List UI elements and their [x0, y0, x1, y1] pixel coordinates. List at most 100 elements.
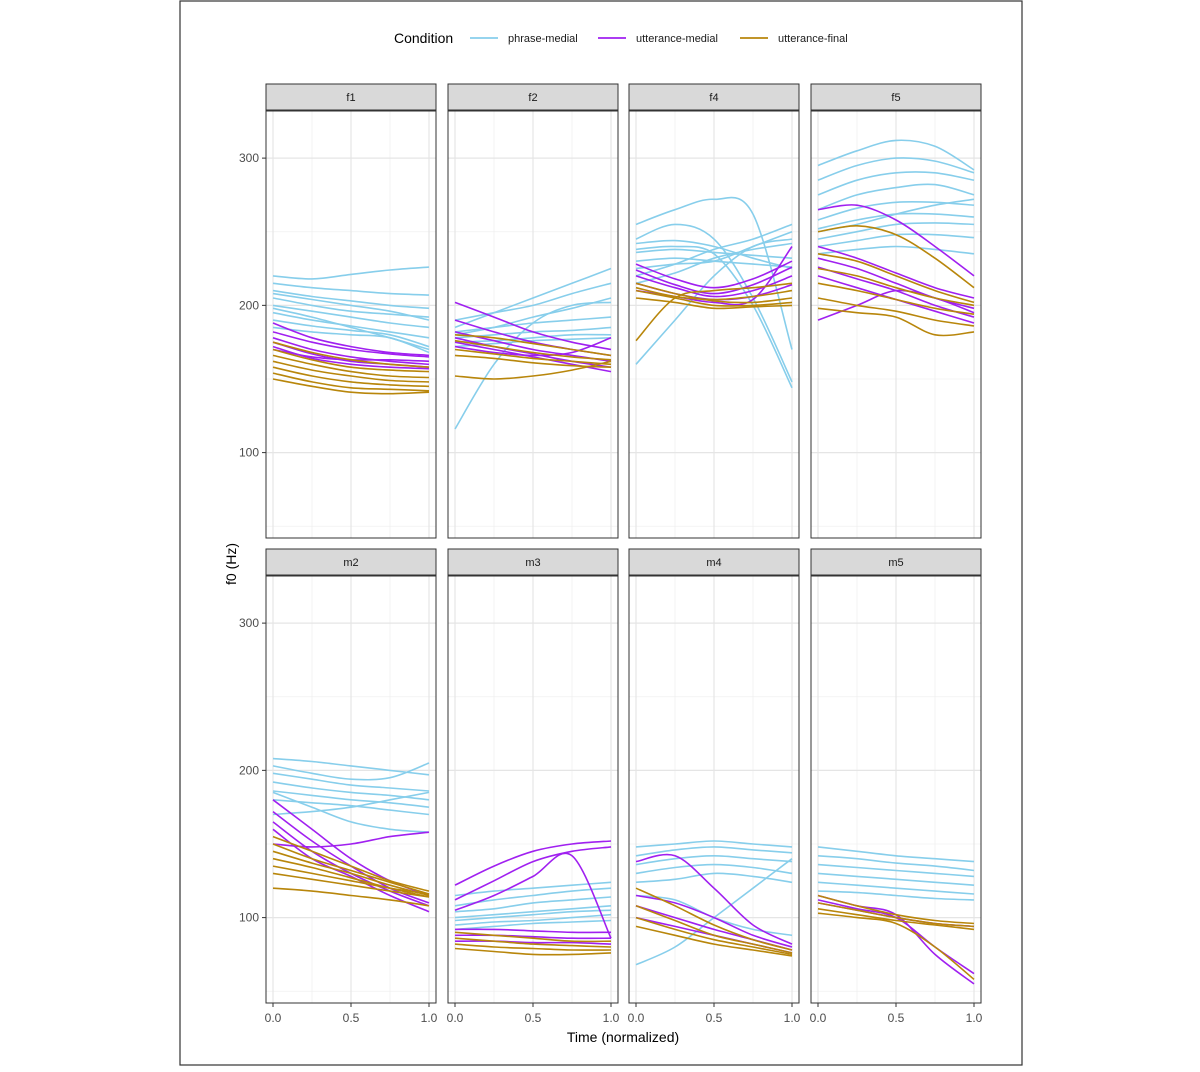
facet-strip-label: f2 [528, 92, 537, 104]
series-line-phrase-medial [817, 890, 975, 901]
series-lines [454, 267, 612, 430]
x-tick-label: 0.5 [343, 1011, 360, 1025]
series-line-utterance-final [272, 378, 430, 395]
panel-border [265, 110, 437, 539]
series-line-utterance-medial [817, 289, 975, 321]
series-line-utterance-final [454, 339, 612, 361]
facet-panel-m4: m4 0.0 0.5 1.0 [628, 548, 801, 1025]
series-line-phrase-medial [454, 909, 612, 922]
legend-label-utterance-medial: utterance-medial [636, 33, 718, 45]
facet-strip-label: m4 [706, 557, 721, 569]
x-tick-label: 0.0 [810, 1011, 827, 1025]
series-line-utterance-final [817, 253, 975, 304]
series-line-utterance-final [817, 224, 975, 289]
series-line-utterance-medial [454, 846, 612, 901]
series-line-phrase-medial [272, 282, 430, 296]
series-line-phrase-medial [272, 790, 430, 808]
series-line-phrase-medial [635, 230, 793, 270]
series-line-phrase-medial [817, 245, 975, 255]
legend-label-utterance-final: utterance-final [778, 33, 848, 45]
series-line-utterance-medial [272, 331, 430, 358]
series-line-utterance-medial [272, 322, 430, 357]
series-lines [635, 196, 793, 389]
series-line-utterance-final [635, 282, 793, 304]
series-line-utterance-final [635, 297, 793, 310]
x-tick-label: 0.0 [447, 1011, 464, 1025]
x-tick-label: 0.5 [706, 1011, 723, 1025]
series-line-utterance-final [817, 282, 975, 315]
series-line-phrase-medial [454, 297, 612, 336]
series-line-utterance-final [454, 360, 612, 380]
y-tick-label: 200 [239, 763, 259, 777]
series-line-utterance-medial [454, 337, 612, 368]
facet-strip [447, 83, 619, 111]
facet-panel-f1: f1 100 200 300 [239, 83, 437, 539]
series-line-utterance-medial [454, 852, 612, 939]
facet-strip-label: f5 [891, 92, 900, 104]
x-tick-label: 1.0 [784, 1011, 801, 1025]
series-line-utterance-final [454, 947, 612, 956]
series-line-utterance-final [272, 857, 430, 898]
y-axis-label: f0 (Hz) [223, 543, 239, 585]
series-line-phrase-medial [454, 881, 612, 897]
facet-strip [447, 548, 619, 576]
series-line-utterance-final [272, 887, 430, 907]
series-line-utterance-medial [454, 337, 612, 357]
series-line-phrase-medial [635, 863, 793, 875]
series-line-utterance-medial [635, 260, 793, 289]
series-line-phrase-medial [454, 905, 612, 919]
series-line-phrase-medial [635, 223, 793, 383]
panel-border [810, 110, 982, 539]
series-line-utterance-final [272, 865, 430, 895]
series-line-utterance-final [454, 943, 612, 951]
series-line-utterance-final [635, 289, 793, 307]
facet-strip-label: m2 [343, 557, 358, 569]
legend-item-phrase-medial: phrase-medial [470, 33, 578, 45]
series-line-utterance-final [272, 360, 430, 383]
x-tick-label: 1.0 [966, 1011, 983, 1025]
facet-strip [628, 83, 800, 111]
series-lines [272, 757, 430, 913]
series-line-phrase-medial [272, 304, 430, 329]
series-line-utterance-final [635, 286, 793, 301]
series-line-phrase-medial [454, 282, 612, 321]
facet-panel-f5: f5 [810, 83, 982, 539]
series-line-utterance-final [272, 366, 430, 388]
facet-strip [265, 83, 437, 111]
series-line-utterance-medial [454, 301, 612, 351]
series-line-utterance-final [635, 887, 793, 951]
series-line-utterance-final [817, 902, 975, 928]
series-line-utterance-final [454, 937, 612, 948]
series-lines [454, 840, 612, 956]
legend-label-phrase-medial: phrase-medial [508, 33, 578, 45]
series-line-phrase-medial [272, 791, 430, 816]
series-line-phrase-medial [635, 245, 793, 389]
panel-border [447, 110, 619, 539]
y-tick-label: 100 [239, 911, 259, 925]
series-line-utterance-final [817, 297, 975, 327]
y-tick-label: 300 [239, 616, 259, 630]
series-line-utterance-final [272, 843, 430, 895]
series-line-phrase-medial [272, 772, 430, 792]
facet-strip-label: m5 [888, 557, 903, 569]
series-line-utterance-medial [454, 940, 612, 945]
series-line-utterance-final [454, 931, 612, 943]
series-line-phrase-medial [817, 881, 975, 895]
series-line-phrase-medial [635, 242, 793, 285]
series-line-phrase-medial [635, 196, 793, 350]
series-line-phrase-medial [272, 757, 430, 776]
series-line-utterance-medial [454, 928, 612, 934]
x-tick-label: 0.5 [888, 1011, 905, 1025]
series-line-phrase-medial [817, 222, 975, 240]
series-line-utterance-medial [635, 853, 793, 945]
facet-strip [810, 548, 982, 576]
series-line-utterance-final [272, 341, 430, 368]
series-line-phrase-medial [635, 248, 793, 259]
legend: Condition phrase-medial utterance-medial… [394, 30, 848, 46]
series-line-utterance-final [272, 835, 430, 892]
facet-panel-f4: f4 [628, 83, 800, 539]
series-line-utterance-final [635, 905, 793, 954]
facet-strip [628, 548, 800, 576]
series-line-utterance-final [272, 354, 430, 379]
